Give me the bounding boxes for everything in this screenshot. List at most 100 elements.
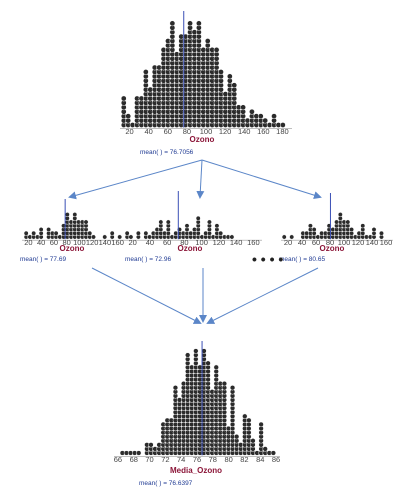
sample-2-axis-title: Ozono [178,244,203,253]
more-samples-ellipsis: • • • • [252,251,283,267]
sample-n-mean-label: mean( ) = 80.65 [279,256,325,263]
tick-label: 80 [224,455,232,464]
data-dot [311,227,317,232]
tick-label: 20 [128,238,136,247]
tick-label: 140 [366,238,379,247]
tick-label: 120 [219,127,232,136]
sample-2-ticks: 20 40 60 80 100 120 140 160 [128,238,259,247]
sampling-distribution-mean-label: mean( ) = 76.6397 [139,480,193,487]
arrow-from-sample-1 [91,267,202,324]
tick-label: 100 [195,238,208,247]
sample-n-dotplot: 20 40 60 80 100 120 140 160 Ozono mean( ) = 80.… [279,193,393,263]
tick-label: 140 [99,238,112,247]
tick-label: 120 [213,238,226,247]
sample-1-dotplot: 20 40 60 80 100 120 140 160 Ozono mean( ) = 77.… [20,199,124,263]
data-dot [205,360,211,366]
data-dot [172,385,179,391]
sample-1-ticks: 20 40 60 80 100 120 140 160 [24,238,124,247]
data-dot [204,38,211,44]
tick-label: 120 [86,238,99,247]
data-dot [221,380,228,387]
data-dot [169,20,176,27]
data-dot [231,82,238,89]
sample-n-ticks: 20 40 60 80 100 120 140 160 [284,238,392,247]
data-dot [271,113,277,120]
arrow-to-sample-1 [68,159,203,200]
tick-label: 80 [326,238,334,247]
data-dot [31,230,37,236]
arrows-to-samples [68,159,322,200]
data-dot [46,227,52,232]
sample-2-dots [124,215,235,240]
tick-label: 80 [180,238,188,247]
sample-n-dots [281,212,384,240]
data-dot [214,223,220,229]
sample-1-axis-title: Ozono [60,244,85,253]
sampling-distribution-axis-title: Media_Ozono [170,466,222,475]
data-dot [148,442,154,448]
sample-1-dots [23,212,123,240]
data-dot [240,104,246,111]
data-dot [38,227,44,232]
tick-label: 82 [240,455,248,464]
arrow-to-sample-2 [196,159,205,199]
arrow-from-sample-n [206,267,319,324]
data-dot [233,434,240,440]
data-dot [249,108,255,115]
data-dot [218,230,224,236]
sampling-distribution-dotplot: 66 68 70 72 74 76 78 80 82 84 86 Media_Ozono mean(… [114,341,280,487]
tick-label: 78 [209,455,217,464]
tick-label: 120 [352,238,365,247]
data-dot [136,450,142,456]
data-dot [83,219,89,225]
data-dot [218,69,224,75]
sample-2-dotplot: 20 40 60 80 100 120 140 160 Ozono mean( ) = 72.… [124,191,262,263]
tick-label: 160 [257,127,270,136]
tick-label: 180 [276,127,289,136]
data-dot [91,234,96,240]
tick-label: 40 [144,127,152,136]
data-dot [128,234,134,240]
data-dot [185,352,191,358]
tick-label: 60 [312,238,320,247]
tick-label: 68 [130,455,138,464]
tick-label: 74 [177,455,185,464]
tick-label: 160 [380,238,393,247]
population-dotplot: 20 40 60 80 100 120 140 160 180 Ozono mean( ) = … [120,11,292,156]
data-dot [109,230,115,236]
sampling-distribution-dots [119,348,277,456]
data-dot [102,234,108,240]
data-dot [184,223,190,229]
data-dot [345,219,351,225]
tick-label: 40 [146,238,154,247]
tick-label: 60 [163,238,171,247]
tick-label: 66 [114,455,122,464]
data-dot [226,73,233,80]
tick-label: 40 [37,238,45,247]
data-dot [262,117,269,124]
data-dot [193,348,199,354]
data-dot [229,385,236,391]
data-dot [64,212,70,218]
tick-label: 80 [62,238,70,247]
tick-label: 140 [230,238,243,247]
data-dot [196,20,202,27]
data-dot [281,234,287,240]
data-dot [258,421,264,428]
data-dot [307,223,313,229]
data-dot [257,113,264,120]
data-dot [371,227,377,232]
data-dot [289,234,295,240]
data-dot [195,215,201,221]
data-dot [187,20,193,27]
data-dot [165,219,171,225]
data-dot [124,230,130,236]
tick-label: 72 [161,455,169,464]
data-dot [246,417,252,424]
tick-label: 60 [164,127,172,136]
sample-2-mean-label: mean( ) = 72.96 [125,256,171,263]
data-dot [206,219,212,225]
tick-label: 20 [24,238,32,247]
tick-label: 160 [111,238,124,247]
tick-label: 140 [238,127,251,136]
